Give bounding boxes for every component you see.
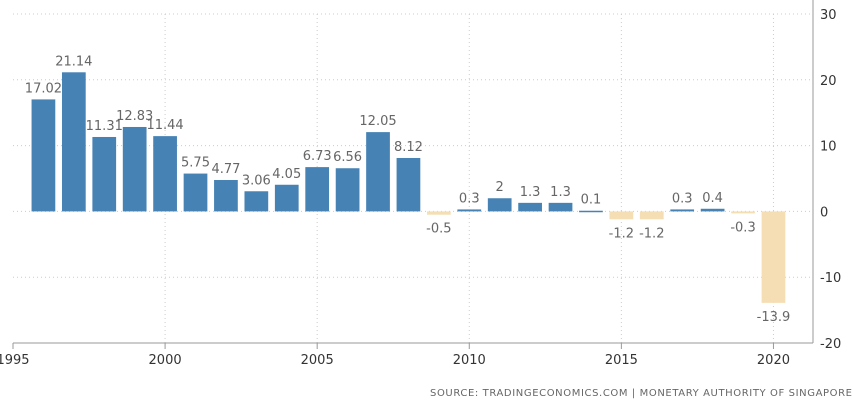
bar — [487, 198, 512, 212]
bar — [639, 211, 664, 220]
bar — [214, 180, 238, 212]
bar-data-label: 0.3 — [672, 191, 693, 206]
bar-data-label: 5.75 — [181, 156, 210, 171]
bar — [670, 209, 695, 212]
bar — [700, 208, 725, 212]
bar — [153, 136, 177, 212]
bar-data-label: 8.12 — [394, 140, 423, 155]
bar — [518, 202, 542, 212]
bar-data-label: 6.56 — [333, 150, 362, 165]
bar — [305, 167, 330, 212]
x-tick-label: 2015 — [605, 353, 638, 368]
bar-data-label: -1.2 — [639, 226, 664, 241]
y-tick-label: 30 — [820, 8, 837, 23]
bar-data-label: 11.44 — [146, 118, 183, 133]
bar — [366, 132, 390, 212]
bar-data-label: 0.1 — [581, 193, 602, 208]
bar — [335, 168, 360, 212]
bar — [61, 72, 86, 212]
bar-data-label: 12.83 — [116, 109, 153, 124]
bar — [548, 202, 573, 212]
y-tick-label: 20 — [820, 74, 837, 89]
bar — [609, 211, 634, 220]
bar — [579, 210, 603, 213]
bar-data-label: 17.02 — [25, 81, 62, 96]
x-tick-label: 2005 — [301, 353, 334, 368]
bar-data-label: 0.4 — [702, 191, 723, 206]
x-tick-label: 2010 — [453, 353, 486, 368]
bar-data-label: -0.3 — [730, 220, 755, 235]
bar-data-label: 1.3 — [550, 185, 571, 200]
bar — [31, 99, 56, 212]
bar-data-label: -13.9 — [757, 310, 791, 325]
bar-data-label: 6.73 — [303, 149, 332, 164]
bar — [183, 173, 208, 212]
x-tick-label: 2000 — [149, 353, 182, 368]
chart-bars — [31, 72, 786, 303]
bar-data-label: -0.5 — [426, 222, 451, 237]
y-tick-label: 0 — [820, 205, 828, 220]
bar — [274, 184, 299, 212]
x-tick-label: 2020 — [757, 353, 790, 368]
bar — [761, 211, 786, 303]
bar-data-label: 3.06 — [242, 173, 271, 188]
bar — [426, 211, 451, 215]
x-axis: 1995 2000 2005 2010 2015 2020 — [0, 342, 813, 368]
bar-data-label: 4.05 — [272, 167, 301, 182]
bar — [244, 191, 269, 212]
bar-data-label: 1.3 — [520, 185, 541, 200]
bar-data-label: 2 — [496, 180, 504, 195]
y-tick-label: -20 — [820, 337, 841, 352]
bar — [92, 136, 117, 212]
bar-data-label: 21.14 — [55, 54, 92, 69]
bar-data-label: 11.31 — [86, 119, 123, 134]
bar — [731, 211, 755, 214]
bar — [122, 126, 147, 212]
bar-data-label: 0.3 — [459, 191, 480, 206]
x-tick-label: 1995 — [0, 353, 30, 368]
bar — [396, 157, 421, 212]
bar-data-label: -1.2 — [609, 226, 634, 241]
source-attribution: SOURCE: TRADINGECONOMICS.COM | MONETARY … — [430, 388, 853, 399]
y-tick-label: -10 — [820, 271, 841, 286]
bar-data-label: 12.05 — [359, 114, 396, 129]
bar-data-label: 4.77 — [211, 162, 240, 177]
y-tick-label: 10 — [820, 140, 837, 155]
y-axis: 30 20 10 0 -10 -20 — [812, 0, 841, 352]
bar — [457, 209, 482, 212]
